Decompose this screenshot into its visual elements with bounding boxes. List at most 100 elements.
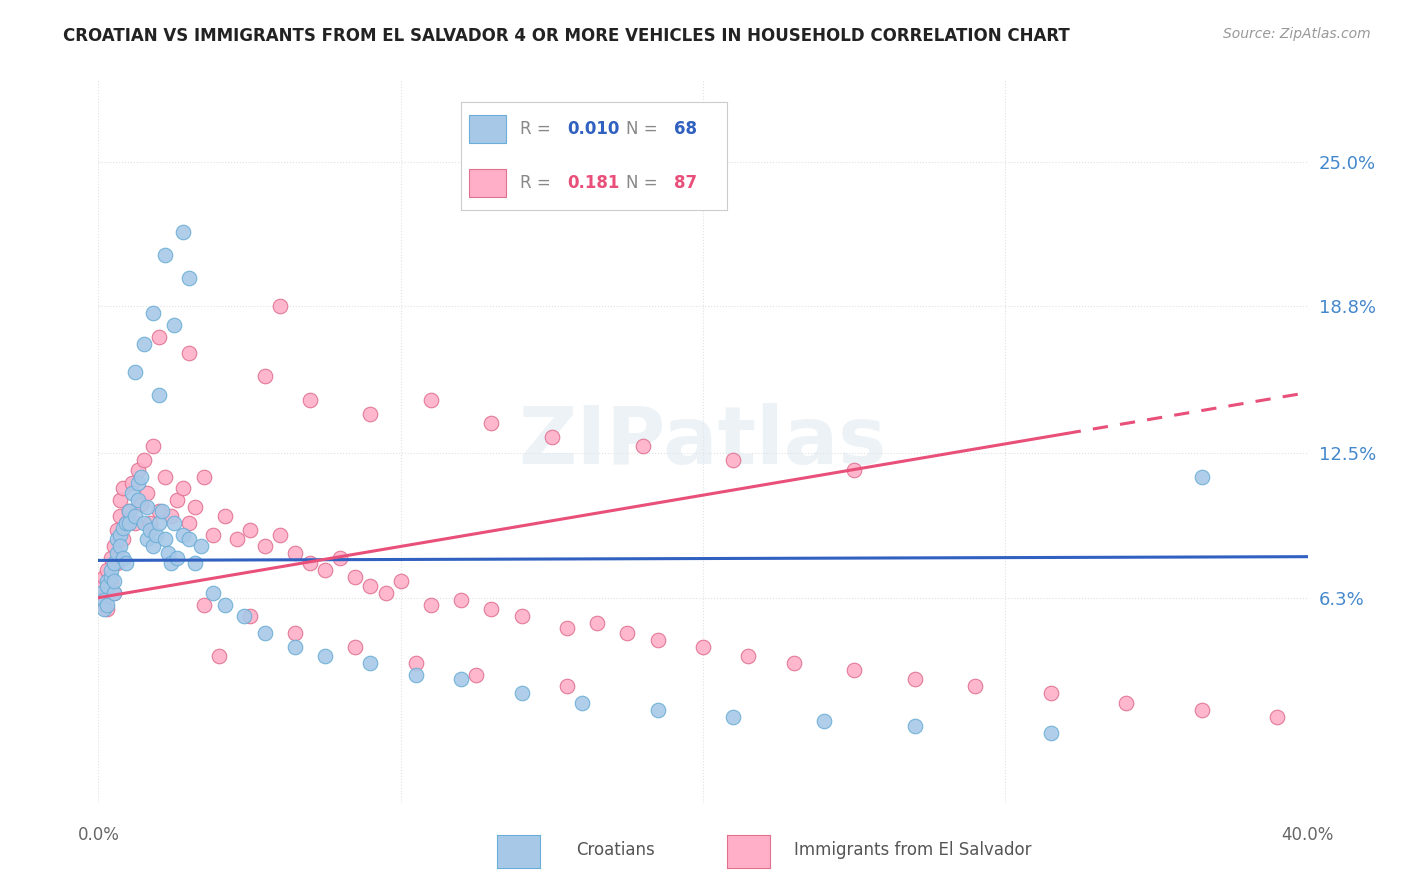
Point [360, 579, 382, 593]
Point [239, 609, 262, 624]
Point [631, 439, 654, 453]
Point [124, 516, 146, 530]
Point [344, 640, 367, 654]
Point [420, 598, 443, 612]
Point [374, 586, 396, 600]
Point [179, 533, 201, 547]
Point [214, 509, 236, 524]
Point [616, 625, 638, 640]
Point [129, 498, 152, 512]
Point [723, 453, 745, 467]
Point [647, 702, 669, 716]
Point [193, 598, 215, 612]
Point [360, 407, 382, 421]
Point [239, 523, 262, 537]
Point [299, 392, 322, 407]
Point [737, 648, 759, 663]
Point [163, 318, 186, 332]
Point [420, 392, 443, 407]
Point [148, 504, 170, 518]
Point [93, 598, 115, 612]
Point [121, 476, 143, 491]
Point [160, 509, 183, 524]
Point [139, 523, 162, 537]
Point [93, 593, 115, 607]
Point [103, 540, 125, 554]
Point [105, 533, 128, 547]
Point [405, 656, 427, 670]
Point [135, 485, 157, 500]
Point [148, 516, 170, 530]
Point [269, 299, 291, 313]
Point [540, 430, 562, 444]
Point [153, 469, 176, 483]
Point [510, 609, 533, 624]
Text: Source: ZipAtlas.com: Source: ZipAtlas.com [1223, 27, 1371, 41]
Point [190, 540, 212, 554]
Point [166, 551, 188, 566]
Point [284, 546, 307, 560]
Point [450, 593, 472, 607]
Point [172, 481, 194, 495]
Point [111, 521, 134, 535]
Point [723, 709, 745, 723]
Text: 0.0%: 0.0% [77, 826, 120, 844]
Point [163, 516, 186, 530]
Point [202, 586, 225, 600]
Point [103, 556, 125, 570]
Point [111, 533, 134, 547]
Point [108, 492, 131, 507]
Point [150, 504, 173, 518]
Point [142, 540, 165, 554]
Point [226, 533, 249, 547]
Point [100, 551, 122, 566]
Point [111, 481, 134, 495]
Point [314, 563, 336, 577]
Point [96, 563, 118, 577]
Point [405, 667, 427, 681]
Point [844, 462, 866, 476]
Point [156, 546, 179, 560]
Point [1115, 696, 1137, 710]
Point [965, 679, 987, 693]
Text: Croatians: Croatians [576, 841, 655, 859]
Point [96, 586, 118, 600]
Point [1191, 702, 1213, 716]
Point [193, 469, 215, 483]
Point [555, 621, 578, 635]
Point [571, 696, 593, 710]
Point [100, 563, 122, 577]
Point [510, 686, 533, 700]
Point [314, 648, 336, 663]
Point [90, 593, 112, 607]
Point [1039, 686, 1062, 700]
Point [93, 602, 115, 616]
Point [465, 667, 488, 681]
Point [132, 453, 155, 467]
Point [160, 556, 183, 570]
Point [105, 556, 128, 570]
Point [253, 369, 276, 384]
Point [145, 528, 167, 542]
Point [100, 570, 122, 584]
Point [118, 516, 141, 530]
Point [269, 528, 291, 542]
Point [153, 533, 176, 547]
Point [360, 656, 382, 670]
Point [142, 306, 165, 320]
Point [135, 500, 157, 514]
Point [284, 640, 307, 654]
Point [90, 579, 112, 593]
Point [586, 616, 609, 631]
Text: 40.0%: 40.0% [1281, 826, 1334, 844]
Point [111, 551, 134, 566]
Point [105, 523, 128, 537]
Point [184, 556, 207, 570]
Point [108, 528, 131, 542]
Point [127, 462, 149, 476]
Point [904, 719, 927, 733]
Point [108, 540, 131, 554]
Point [813, 714, 835, 729]
Point [179, 271, 201, 285]
Point [166, 492, 188, 507]
